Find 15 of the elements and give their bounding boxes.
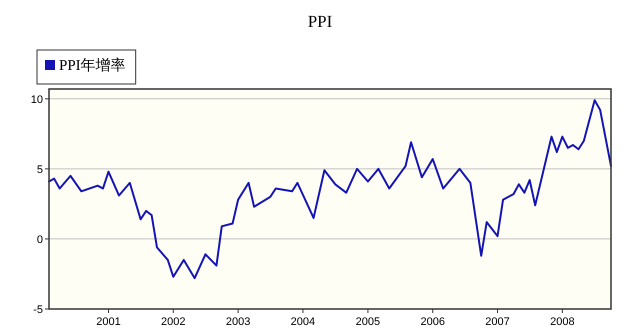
x-tick-label: 2001: [96, 316, 121, 328]
x-tick-label: 2007: [485, 316, 510, 328]
line-series: [48, 99, 612, 280]
x-tick-label: 2004: [290, 316, 316, 328]
y-tick-label: 10: [30, 94, 43, 106]
x-tick-label: 2005: [356, 316, 380, 328]
chart-title: PPI: [308, 12, 333, 31]
x-tick-label: 2003: [226, 316, 250, 328]
y-tick-label: 5: [36, 164, 43, 176]
x-tick-label: 2002: [161, 316, 186, 328]
y-tick-label: 0: [36, 234, 43, 246]
x-tick-label: 2008: [550, 316, 575, 328]
x-tick-label: 2006: [420, 316, 445, 328]
y-tick-label: -5: [33, 304, 43, 316]
legend-label: PPI年增率: [59, 57, 126, 74]
